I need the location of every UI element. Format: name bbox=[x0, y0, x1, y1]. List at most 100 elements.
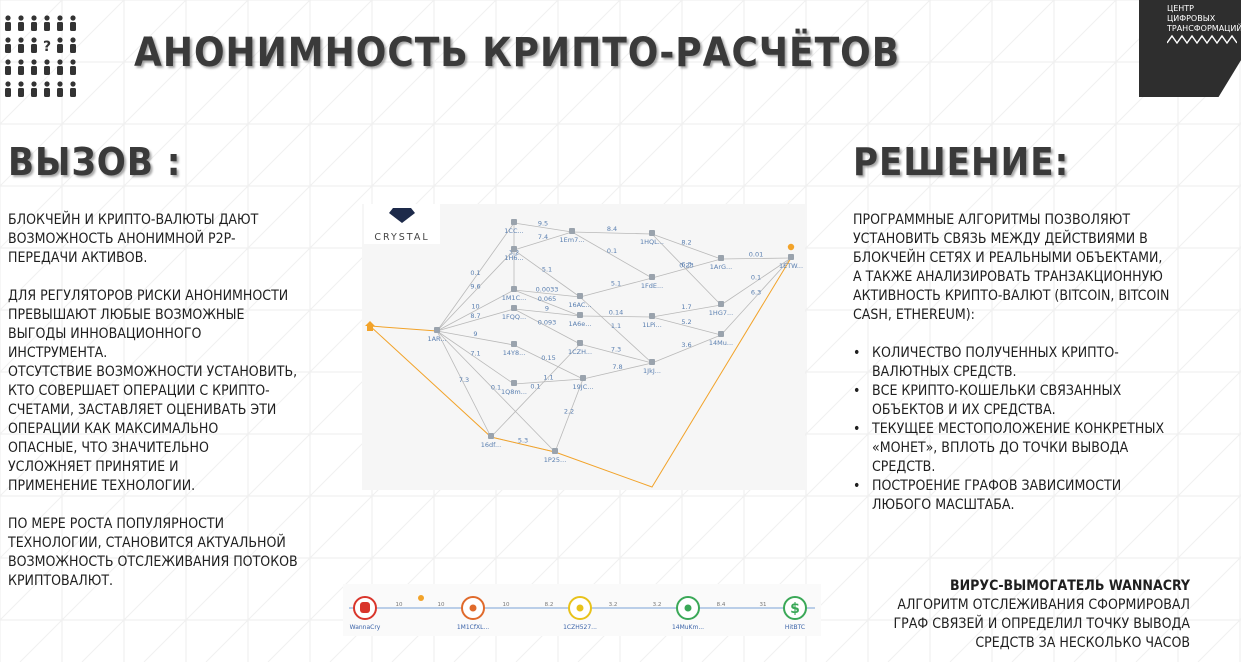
wallet-node-icon bbox=[511, 286, 517, 292]
graph-edge bbox=[651, 304, 722, 318]
wallet-node-label: 1ETW... bbox=[779, 262, 803, 270]
location-pin-icon bbox=[418, 595, 424, 601]
person-head-icon bbox=[18, 37, 24, 43]
flow-edge-label: 8.2 bbox=[545, 602, 554, 608]
flow-node-dot bbox=[684, 604, 692, 612]
graph-edge-label: 0.23 bbox=[679, 262, 693, 270]
graph-edge bbox=[579, 296, 653, 364]
solution-bullet: ТЕКУЩЕЕ МЕСТОПОЛОЖЕНИЕ КОНКРЕТНЫХ «МОНЕТ»… bbox=[853, 420, 1233, 477]
graph-edge bbox=[579, 277, 653, 298]
wallet-node-icon bbox=[580, 375, 586, 381]
text-line: ВАЛЮТНЫХ СРЕДСТВ. bbox=[872, 364, 1017, 380]
wallet-node-label: 1P25... bbox=[544, 456, 567, 464]
grid-line bbox=[577, 0, 1241, 662]
grid-line bbox=[0, 0, 621, 621]
graph-edge bbox=[651, 233, 722, 260]
transaction-graph: 0.1 9.6 10 8.7 9 7.1 7.3 0.1 9.5 7.4 5.1 0.065 0.093… bbox=[362, 204, 805, 490]
wallet-node-icon bbox=[577, 340, 583, 346]
person-body-icon bbox=[5, 66, 11, 75]
graph-edge-label: 0.093 bbox=[538, 319, 557, 327]
wallet-node-label: 14Y8... bbox=[503, 349, 526, 357]
text-line: ГРАФ СВЯЗЕЙ И ОПРЕДЕЛИЛ ТОЧКУ ВЫВОДА bbox=[893, 616, 1190, 632]
wallet-node-label: 1LPi... bbox=[642, 321, 662, 329]
person-head-icon bbox=[5, 15, 11, 21]
person-head-icon bbox=[57, 15, 63, 21]
grid-line bbox=[515, 0, 1179, 662]
logo-line: ЦЕНТР bbox=[1167, 4, 1194, 13]
flow-edge-label: 10 bbox=[438, 602, 445, 608]
solution-bullet: ПОСТРОЕНИЕ ГРАФОВ ЗАВИСИМОСТИ ЛЮБОГО МАСШ… bbox=[853, 477, 1233, 515]
graph-edge-label: 0.1 bbox=[607, 247, 617, 255]
graph-edge bbox=[579, 315, 653, 318]
graph-edge bbox=[651, 258, 722, 279]
graph-edge bbox=[720, 257, 792, 306]
person-body-icon bbox=[31, 44, 37, 53]
person-body-icon bbox=[5, 22, 11, 31]
graph-edge-label: 5.1 bbox=[542, 266, 552, 274]
wannacry-flow-canvas: WannaCry 1M1CfXL... 1CZH527... 14MuKm... $ Hi… bbox=[349, 595, 815, 631]
graph-edge bbox=[436, 289, 515, 332]
graph-edge-label: 9.6 bbox=[470, 283, 480, 291]
flow-node-label: HitBTC bbox=[785, 624, 805, 631]
person-body-icon bbox=[44, 66, 50, 75]
dollar-icon: $ bbox=[790, 601, 800, 617]
graph-edge-label: 8.2 bbox=[681, 239, 691, 247]
solution-heading: РЕШЕНИЕ: bbox=[853, 140, 1070, 184]
text-line: ОПЕРАЦИИ КАК МАКСИМАЛЬНО bbox=[8, 421, 219, 437]
person-body-icon bbox=[5, 88, 11, 97]
solution-bullet: ВСЕ КРИПТО-КОШЕЛЬКИ СВЯЗАННЫХ ОБЪЕКТОВ И … bbox=[853, 382, 1233, 420]
graph-edge-label: 0.01 bbox=[749, 251, 763, 259]
grid-line bbox=[0, 0, 249, 249]
graph-edge bbox=[436, 249, 515, 332]
graph-edge bbox=[651, 334, 722, 364]
graph-edge bbox=[436, 222, 515, 332]
text-line: ОТСУТСТВИЕ ВОЗМОЖНОСТИ УСТАНОВИТЬ, bbox=[8, 364, 298, 380]
person-body-icon bbox=[57, 22, 63, 31]
person-head-icon bbox=[57, 81, 63, 87]
solution-bullet: КОЛИЧЕСТВО ПОЛУЧЕННЫХ КРИПТО- ВАЛЮТНЫХ СР… bbox=[853, 344, 1233, 382]
wallet-node-icon bbox=[718, 255, 724, 261]
logo-line: ТРАНСФОРМАЦИЙ bbox=[1167, 24, 1241, 33]
person-body-icon bbox=[31, 22, 37, 31]
text-line: СРЕДСТВ. bbox=[872, 459, 936, 475]
text-line: ПРЕВЫШАЮТ ЛЮБЫЕ ВОЗМОЖНЫЕ bbox=[8, 307, 245, 323]
wallet-node-label: 1CC... bbox=[504, 227, 523, 235]
graph-edge-label: 1.1 bbox=[543, 374, 553, 382]
person-body-icon bbox=[57, 44, 63, 53]
graph-edge bbox=[513, 378, 584, 385]
text-line: ВОЗМОЖНОСТЬ ОТСЛЕЖИВАНИЯ ПОТОКОВ bbox=[8, 554, 298, 570]
graph-edge bbox=[513, 222, 573, 233]
graph-edge-label: 0.0033 bbox=[536, 286, 559, 294]
graph-edge-label: 5.3 bbox=[518, 437, 528, 445]
person-body-icon bbox=[18, 88, 24, 97]
grid-line bbox=[0, 0, 125, 125]
graph-edge-label: 6.3 bbox=[681, 261, 691, 269]
logo-zigzag-icon bbox=[1166, 34, 1238, 45]
text-line: СРЕДСТВ ЗА НЕСКОЛЬКО ЧАСОВ bbox=[975, 635, 1190, 651]
graph-edge-label: 10 bbox=[471, 303, 479, 311]
flow-node bbox=[783, 596, 807, 620]
graph-edge bbox=[436, 308, 515, 332]
graph-edge-label: 0.1 bbox=[751, 274, 761, 282]
wallet-node-icon bbox=[649, 274, 655, 280]
grid-line bbox=[0, 0, 311, 311]
wallet-node-label: 19JC... bbox=[573, 383, 594, 391]
graph-edge-label: 1.7 bbox=[681, 303, 691, 311]
person-head-icon bbox=[31, 59, 37, 65]
flow-node-dot bbox=[576, 604, 584, 612]
text-line: ВЫГОДЫ ИННОВАЦИОННОГО bbox=[8, 326, 202, 342]
text-line: БЛОКЧЕЙН И КРИПТО-ВАЛЮТЫ ДАЮТ bbox=[8, 212, 259, 228]
person-body-icon bbox=[31, 66, 37, 75]
person-body-icon bbox=[18, 22, 24, 31]
people-grid-icon: ? bbox=[5, 15, 76, 97]
wallet-node-label: 1FQQ... bbox=[502, 313, 526, 321]
wannacry-icon bbox=[360, 602, 370, 613]
person-head-icon bbox=[31, 81, 37, 87]
challenge-paragraph-2: ДЛЯ РЕГУЛЯТОРОВ РИСКИ АНОНИМНОСТИ ПРЕВЫША… bbox=[8, 287, 338, 496]
person-head-icon bbox=[5, 37, 11, 43]
wallet-node-icon bbox=[577, 293, 583, 299]
solution-paragraph: ПРОГРАММНЫЕ АЛГОРИТМЫ ПОЗВОЛЯЮТ УСТАНОВИТ… bbox=[853, 211, 1233, 325]
text-line: ПРИМЕНЕНИЕ ТЕХНОЛОГИИ. bbox=[8, 478, 196, 494]
flow-node-label: WannaCry bbox=[350, 624, 381, 631]
text-line: ТЕКУЩЕЕ МЕСТОПОЛОЖЕНИЕ КОНКРЕТНЫХ bbox=[872, 421, 1165, 437]
